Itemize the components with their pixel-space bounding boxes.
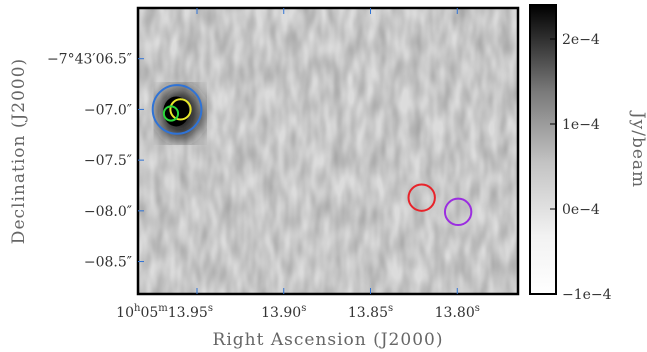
colorbar: 2e−4 1e−4 0e−4 −1e−4 Jy/beam [529,4,647,303]
region-circle-4 [443,197,473,227]
x-tick-label-0: 10h05m13.95s [116,303,213,321]
colorbar-tick-label-2: 0e−4 [562,202,600,218]
y-tick-label-2: −07.5″ [84,153,132,169]
colorbar-tick-label-1: 1e−4 [562,117,600,133]
colorbar-gradient [529,4,557,295]
x-tick-label-1: 13.90s [261,303,306,321]
region-circle-0 [151,84,203,135]
y-tick-label-4: −08.5″ [84,255,132,271]
x-tick-label-2: 13.85s [348,303,393,321]
x-axis-title: Right Ascension (J2000) [213,330,444,350]
plot-frame [136,6,520,296]
y-axis-title: Declination (J2000) [9,58,29,244]
x-tick-label-3: 13.80s [435,303,480,321]
y-tick-label-0: −7°43′06.5″ [47,52,132,68]
region-circle-1 [169,98,192,121]
y-tick-label-1: −07.0″ [84,102,132,118]
colorbar-tick-label-0: 2e−4 [562,32,600,48]
colorbar-title: Jy/beam [628,110,647,188]
region-circle-3 [407,183,436,212]
region-circle-2 [162,105,180,122]
y-tick-label-3: −08.0″ [84,204,132,220]
image-panel: 10h05m13.95s 13.90s 13.85s 13.80s −7°43′06.… [47,6,520,321]
noise-texture [138,8,518,294]
colorbar-tick-label-3: −1e−4 [562,287,612,303]
